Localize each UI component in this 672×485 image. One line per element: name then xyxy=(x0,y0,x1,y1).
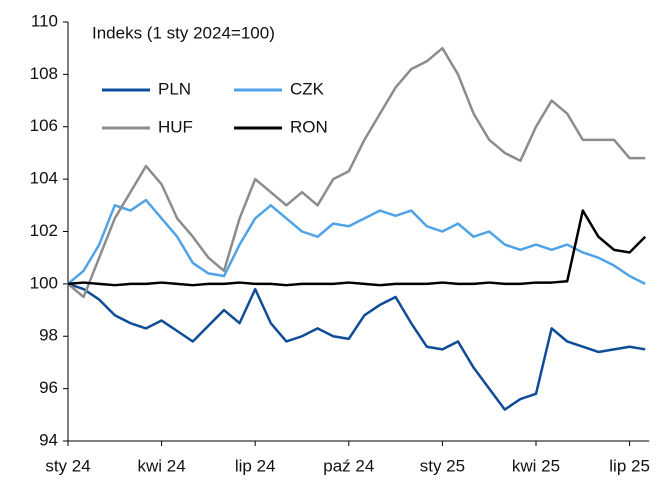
legend-label: PLN xyxy=(158,79,191,98)
legend-label: HUF xyxy=(158,117,193,136)
x-tick-label: sty 25 xyxy=(420,456,465,475)
x-tick-label: kwi 24 xyxy=(138,456,186,475)
y-tick-label: 104 xyxy=(30,169,58,188)
y-tick-label: 110 xyxy=(31,11,58,30)
x-tick-label: lip 25 xyxy=(609,456,650,475)
x-tick-label: lip 24 xyxy=(235,456,276,475)
x-tick-label: kwi 25 xyxy=(512,456,560,475)
y-tick-label: 98 xyxy=(39,326,58,345)
series-line xyxy=(67,198,646,285)
y-tick-label: 108 xyxy=(30,64,58,83)
y-tick-label: 96 xyxy=(39,378,58,397)
y-tick-label: 94 xyxy=(39,430,58,449)
chart-title: Indeks (1 sty 2024=100) xyxy=(92,23,275,42)
series-line xyxy=(67,46,646,299)
series-line xyxy=(67,282,646,411)
series-line xyxy=(67,209,647,287)
legend-label: CZK xyxy=(290,79,325,98)
y-tick-label: 106 xyxy=(30,116,58,135)
x-tick-label: sty 24 xyxy=(45,456,90,475)
y-tick-label: 100 xyxy=(30,273,58,292)
y-tick-label: 102 xyxy=(30,221,58,240)
x-tick-label: paź 24 xyxy=(323,456,374,475)
legend-label: RON xyxy=(290,117,328,136)
